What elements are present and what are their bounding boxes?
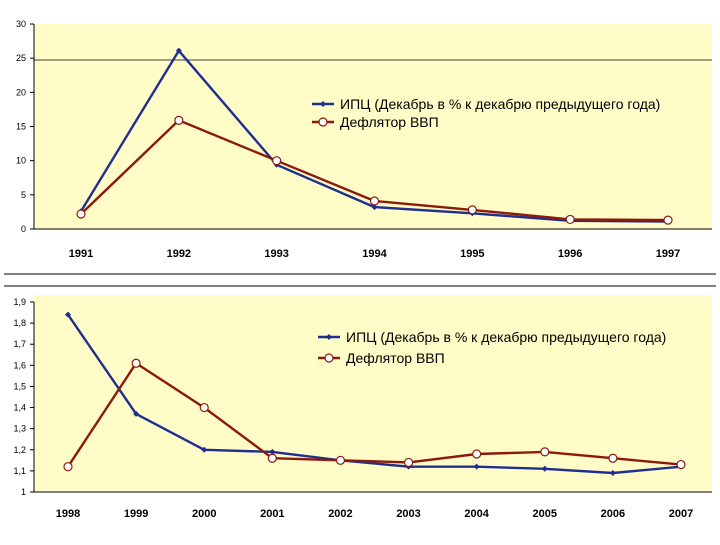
y-tick-label: 1,3 — [13, 424, 26, 434]
deflator-data-point — [608, 453, 618, 463]
chart-2-x-axis: 1998 1999 2000 2001 2002 2003 2004 2005 2006 2007 — [34, 491, 712, 520]
cpi-series-line — [67, 314, 682, 475]
x-tick-label: 1997 — [656, 248, 680, 260]
x-tick-label: 1992 — [167, 248, 191, 260]
y-tick-label: 1,2 — [13, 445, 26, 455]
x-tick-label: 2003 — [396, 508, 420, 520]
deflator-data-point — [199, 402, 209, 413]
legend-1-cpi-label: ИПЦ (Декабрь в % к декабрю предыдущего г… — [340, 96, 660, 112]
x-tick-label: 1999 — [124, 508, 148, 520]
deflator-data-point — [676, 459, 686, 470]
cpi-data-point — [371, 204, 378, 211]
x-tick-label: 2006 — [601, 508, 625, 520]
deflator-data-point — [472, 449, 482, 459]
chart-2-legend: ИПЦ (Декабрь в % к декабрю предыдущего г… — [318, 329, 666, 366]
chart-2: 1 1,1 1,2 1,3 1,4 1,5 1,6 1,7 1,8 1,9 1998 1999 200… — [13, 295, 712, 520]
deflator-data-point — [131, 358, 141, 368]
y-tick-label: 1 — [21, 487, 26, 497]
x-tick-label: 1996 — [558, 248, 582, 260]
x-tick-label: 2002 — [328, 508, 352, 520]
cpi-data-point — [609, 470, 616, 476]
deflator-data-point — [335, 455, 346, 465]
legend-2-cpi-label: ИПЦ (Декабрь в % к декабрю предыдущего г… — [346, 329, 666, 345]
y-tick-label: 20 — [16, 87, 26, 97]
deflator-series-line — [66, 362, 682, 468]
y-tick-label: 25 — [16, 53, 26, 63]
chart-1-legend: ИПЦ (Декабрь в % к декабрю предыдущего г… — [312, 96, 660, 130]
legend-2-cpi-marker — [326, 334, 332, 340]
y-tick-label: 1,6 — [13, 360, 26, 370]
y-tick-label: 5 — [21, 190, 26, 200]
deflator-data-point — [467, 205, 477, 215]
cpi-data-point — [65, 311, 71, 318]
x-tick-label: 1993 — [264, 248, 288, 260]
cpi-data-point — [201, 446, 208, 453]
deflator-data-point — [540, 447, 550, 457]
cpi-data-point — [541, 465, 548, 472]
y-tick-label: 0 — [21, 224, 26, 234]
cpi-data-point — [175, 47, 182, 54]
x-tick-label: 1995 — [460, 248, 484, 260]
legend-1-deflator-marker — [318, 117, 328, 127]
x-tick-label: 2000 — [192, 508, 216, 520]
y-tick-label: 1,4 — [13, 403, 26, 413]
deflator-data-point — [63, 462, 73, 472]
y-tick-label: 1,7 — [13, 339, 26, 349]
x-tick-label: 2005 — [533, 508, 557, 520]
y-tick-label: 1,1 — [13, 466, 26, 476]
cpi-data-point — [133, 410, 140, 417]
chart-2-plot-area — [34, 295, 712, 492]
chart-1-x-axis: 1991 1992 1993 1994 1995 1996 1997 — [34, 228, 712, 260]
deflator-data-point — [369, 196, 380, 206]
deflator-data-point — [174, 115, 184, 125]
y-tick-label: 1,9 — [13, 297, 26, 307]
y-tick-label: 30 — [16, 19, 26, 29]
legend-1-deflator-label: Дефлятор ВВП — [340, 114, 439, 130]
chart-2-series-group — [63, 311, 686, 476]
x-tick-label: 2007 — [669, 508, 693, 520]
x-tick-label: 2001 — [260, 508, 284, 520]
deflator-data-point — [267, 453, 277, 463]
chart-1-plot-area — [34, 24, 712, 229]
x-tick-label: 1991 — [69, 248, 93, 260]
y-tick-label: 1,8 — [13, 318, 26, 328]
y-tick-label: 1,5 — [13, 381, 26, 391]
deflator-data-point — [272, 156, 282, 166]
legend-1-cpi-marker — [320, 101, 326, 107]
x-tick-label: 1994 — [362, 248, 387, 260]
chart-2-y-axis: 1 1,1 1,2 1,3 1,4 1,5 1,6 1,7 1,8 1,9 — [13, 297, 35, 497]
deflator-data-point — [76, 209, 86, 219]
deflator-data-point — [403, 457, 414, 468]
cpi-data-point — [473, 463, 480, 470]
chart-1-y-axis: 0 5 10 15 20 25 30 — [16, 19, 35, 234]
y-tick-label: 15 — [16, 122, 26, 132]
deflator-data-point — [663, 215, 673, 225]
legend-2-deflator-label: Дефлятор ВВП — [346, 350, 445, 366]
x-tick-label: 1998 — [56, 508, 80, 520]
legend-2-deflator-marker — [324, 353, 334, 363]
cpi-data-point — [269, 448, 276, 455]
chart-1-series-group — [76, 47, 673, 225]
deflator-data-point — [565, 214, 575, 225]
x-tick-label: 2004 — [464, 508, 489, 520]
y-tick-label: 10 — [16, 156, 26, 166]
